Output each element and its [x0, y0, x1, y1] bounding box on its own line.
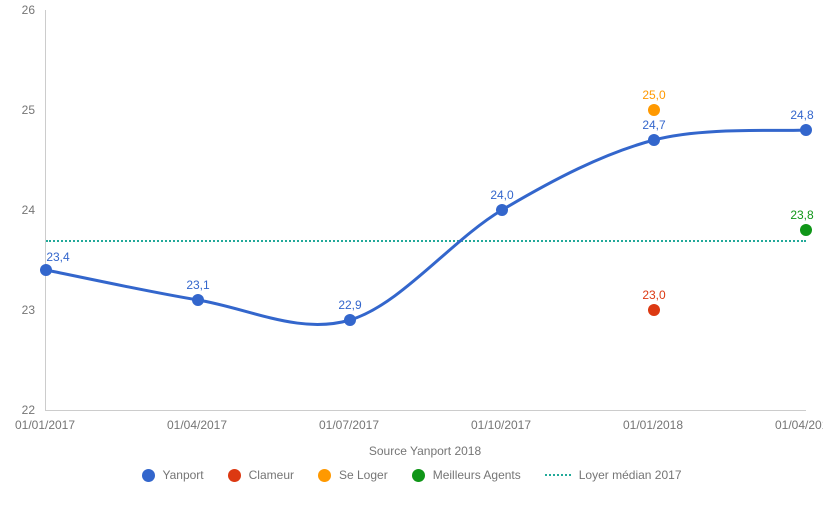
legend: Yanport Clameur Se Loger Meilleurs Agents Lo… [0, 468, 823, 482]
legend-item-yanport[interactable]: Yanport [142, 468, 204, 482]
y-tick-label: 24 [0, 203, 35, 217]
legend-item-seloger[interactable]: Se Loger [318, 468, 388, 482]
marker-meilleurs [800, 224, 812, 236]
legend-label: Meilleurs Agents [433, 468, 521, 482]
data-label-yanport: 23,4 [46, 250, 69, 264]
marker-yanport [40, 264, 52, 276]
marker-yanport [648, 134, 660, 146]
marker-yanport [496, 204, 508, 216]
y-tick-label: 22 [0, 403, 35, 417]
legend-swatch-circle [142, 469, 155, 482]
legend-swatch-circle [412, 469, 425, 482]
x-axis-title: Source Yanport 2018 [369, 444, 481, 458]
legend-label: Clameur [249, 468, 294, 482]
legend-swatch-circle [228, 469, 241, 482]
chart-container: 23,4 23,1 22,9 24,0 24,7 24,8 25,0 23,0 23,8 22 2… [0, 0, 823, 509]
legend-item-reference[interactable]: Loyer médian 2017 [545, 468, 682, 482]
marker-yanport [192, 294, 204, 306]
legend-label: Se Loger [339, 468, 388, 482]
data-label-seloger: 25,0 [642, 88, 665, 102]
data-label-yanport: 24,8 [790, 108, 813, 122]
x-tick-label: 01/07/2017 [319, 418, 379, 432]
y-tick-label: 23 [0, 303, 35, 317]
data-label-yanport: 23,1 [186, 278, 209, 292]
legend-label: Yanport [163, 468, 204, 482]
x-tick-label: 01/04/2017 [167, 418, 227, 432]
marker-clameur [648, 304, 660, 316]
data-label-yanport: 24,0 [490, 188, 513, 202]
plot-area: 23,423,122,924,024,724,825,023,023,8 [45, 10, 806, 411]
x-tick-label: 01/10/2017 [471, 418, 531, 432]
y-tick-label: 25 [0, 103, 35, 117]
data-label-meilleurs: 23,8 [790, 208, 813, 222]
marker-yanport [344, 314, 356, 326]
x-tick-label: 01/04/2018 [775, 418, 823, 432]
series-line-yanport [46, 130, 806, 324]
legend-label: Loyer médian 2017 [579, 468, 682, 482]
legend-swatch-dash [545, 474, 571, 476]
data-label-yanport: 24,7 [642, 118, 665, 132]
data-label-clameur: 23,0 [642, 288, 665, 302]
x-tick-label: 01/01/2018 [623, 418, 683, 432]
series-lines-svg [46, 10, 806, 410]
data-label-yanport: 22,9 [338, 298, 361, 312]
y-tick-label: 26 [0, 3, 35, 17]
x-tick-label: 01/01/2017 [15, 418, 75, 432]
legend-item-meilleurs[interactable]: Meilleurs Agents [412, 468, 521, 482]
marker-yanport [800, 124, 812, 136]
legend-item-clameur[interactable]: Clameur [228, 468, 294, 482]
legend-swatch-circle [318, 469, 331, 482]
marker-seloger [648, 104, 660, 116]
